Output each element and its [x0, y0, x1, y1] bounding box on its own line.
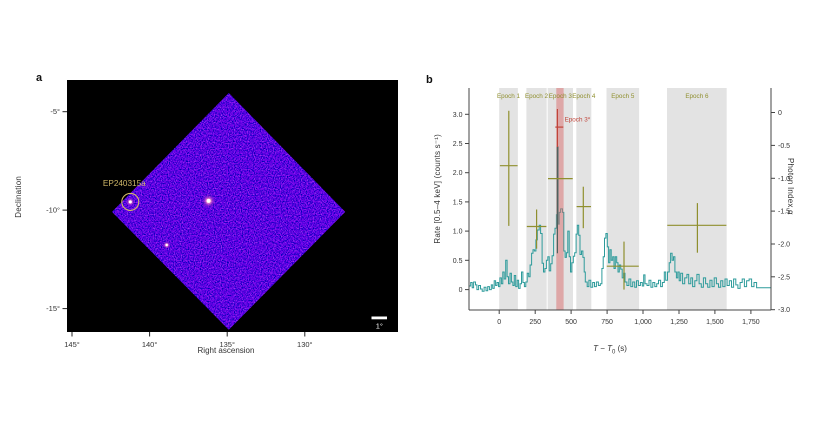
- svg-text:750: 750: [601, 319, 613, 326]
- epoch-label: Epoch 1: [497, 93, 521, 100]
- xlabel-sub: 0: [612, 349, 616, 356]
- panel-a-y-axis-title: Declination: [14, 176, 23, 218]
- panel-b-x-axis-title: T − T0 (s): [540, 344, 680, 356]
- epoch-band: [667, 88, 727, 310]
- panel-a-x-axis-title: Right ascension: [197, 346, 255, 355]
- xlabel-unit: (s): [615, 344, 627, 353]
- svg-text:1,500: 1,500: [706, 319, 724, 326]
- light-curve-chart: Epoch 1 Epoch 2 Epoch 3 Epoch 4 Epoch 5 Epoch…: [420, 60, 837, 390]
- svg-text:135°: 135°: [219, 340, 235, 349]
- xlabel-t2: T: [607, 344, 612, 353]
- svg-text:-0.5: -0.5: [778, 143, 790, 150]
- svg-text:250: 250: [529, 319, 541, 326]
- svg-text:-1.5: -1.5: [778, 209, 790, 216]
- svg-text:130°: 130°: [297, 340, 313, 349]
- svg-text:0.5: 0.5: [453, 258, 463, 265]
- svg-text:140°: 140°: [142, 340, 158, 349]
- svg-text:1,750: 1,750: [742, 319, 760, 326]
- epoch-label: Epoch 2: [525, 93, 549, 100]
- svg-text:2.0: 2.0: [453, 170, 463, 177]
- panel-b-left-axis-title: Rate [0.5–4 keV] (counts s⁻¹): [433, 134, 442, 244]
- sky-image-chart: EP240315a 145° 140° 135° 130° -5° -10° -15° 1°: [0, 60, 420, 390]
- svg-text:3.0: 3.0: [453, 112, 463, 119]
- xlabel-t1: T: [593, 344, 598, 353]
- epoch-band: [606, 88, 640, 310]
- epoch-label: Epoch 6: [685, 93, 709, 100]
- scale-bar-label: 1°: [376, 322, 383, 331]
- svg-text:500: 500: [565, 319, 577, 326]
- svg-text:-15°: -15°: [46, 304, 60, 313]
- svg-text:1,000: 1,000: [634, 319, 652, 326]
- svg-text:0: 0: [497, 319, 501, 326]
- svg-text:2.5: 2.5: [453, 141, 463, 148]
- special-epoch-label: Epoch 3*: [565, 116, 591, 123]
- panel-b-label: b: [426, 74, 433, 86]
- epoch-label: Epoch 4: [572, 93, 596, 100]
- svg-text:-3.0: -3.0: [778, 307, 790, 314]
- svg-text:-2.5: -2.5: [778, 274, 790, 281]
- epoch-label: Epoch 5: [611, 93, 635, 100]
- panel-a-label: a: [36, 72, 43, 84]
- svg-text:1.0: 1.0: [453, 229, 463, 236]
- svg-text:-1.0: -1.0: [778, 176, 790, 183]
- xlabel-minus: −: [597, 344, 608, 353]
- svg-text:-10°: -10°: [46, 206, 60, 215]
- svg-text:1.5: 1.5: [453, 199, 463, 206]
- source-name-label: EP240315a: [103, 179, 146, 188]
- panel-b-right-axis-title: Photon Index α: [786, 158, 795, 215]
- svg-text:0: 0: [778, 110, 782, 117]
- scale-bar: [371, 316, 387, 320]
- special-epoch-band: [556, 88, 564, 310]
- svg-text:-2.0: -2.0: [778, 242, 790, 249]
- svg-text:0: 0: [459, 287, 463, 294]
- light-curve: [469, 146, 771, 292]
- svg-text:-5°: -5°: [50, 107, 60, 116]
- panel-b-light-curve: Epoch 1 Epoch 2 Epoch 3 Epoch 4 Epoch 5 Epoch…: [420, 60, 837, 390]
- source-highlight-ring: [121, 192, 140, 211]
- panel-a-sky-image: EP240315a 145° 140° 135° 130° -5° -10° -15° 1°: [0, 60, 420, 390]
- svg-text:145°: 145°: [64, 340, 80, 349]
- epoch-label: Epoch 3: [549, 93, 573, 100]
- svg-text:1,250: 1,250: [670, 319, 688, 326]
